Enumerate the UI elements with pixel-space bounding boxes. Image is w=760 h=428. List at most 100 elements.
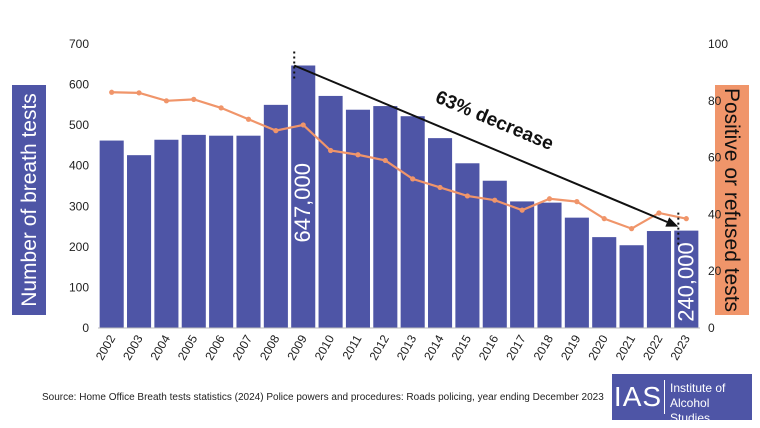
bar-2012 xyxy=(373,106,398,329)
x-tick-label: 2023 xyxy=(667,332,693,362)
right-axis-title: Positive or refused tests xyxy=(720,88,743,312)
chart-svg: Number of breath tests Positive or refus… xyxy=(12,37,749,363)
line-point-2019 xyxy=(574,199,580,205)
left-tick-label: 500 xyxy=(69,118,89,132)
left-tick-label: 600 xyxy=(69,78,89,92)
left-tick-label: 300 xyxy=(69,199,89,213)
x-tick-label: 2014 xyxy=(421,332,447,362)
bar-2009 xyxy=(291,65,316,328)
x-tick-label: 2009 xyxy=(284,332,310,362)
logo-abbreviation: IAS xyxy=(613,381,663,412)
x-tick-label: 2010 xyxy=(312,332,338,362)
x-tick-label: 2019 xyxy=(558,332,584,362)
line-point-2004 xyxy=(163,98,170,104)
bar-2016 xyxy=(482,180,507,328)
right-tick-label: 100 xyxy=(708,37,728,51)
x-tick-label: 2007 xyxy=(230,332,256,362)
x-tick-label: 2006 xyxy=(202,332,228,362)
line-series xyxy=(109,89,689,232)
left-tick-label: 700 xyxy=(69,37,89,51)
x-tick-label: 2011 xyxy=(340,332,365,362)
bar-2017 xyxy=(510,201,535,328)
line-point-2007 xyxy=(245,116,252,122)
line-point-2012 xyxy=(382,157,388,164)
x-tick-label: 2008 xyxy=(257,332,283,362)
right-axis-ticks: 0 20 40 60 80 100 xyxy=(708,37,728,335)
left-axis-title: Number of breath tests xyxy=(18,93,41,307)
line-point-2009 xyxy=(300,122,306,128)
line-point-2008 xyxy=(273,128,279,134)
line-point-2023 xyxy=(683,216,689,222)
bar-2003 xyxy=(127,155,152,328)
line-point-2014 xyxy=(437,184,443,191)
right-tick-label: 20 xyxy=(708,264,722,278)
bar-series xyxy=(99,65,699,329)
line-path xyxy=(111,91,687,230)
x-tick-label: 2018 xyxy=(531,332,557,362)
line-point-2020 xyxy=(601,216,607,222)
left-tick-label: 100 xyxy=(69,280,89,294)
logo-name: Institute of Alcohol Studies xyxy=(670,381,726,425)
right-tick-label: 0 xyxy=(708,321,715,335)
bar-2015 xyxy=(455,163,480,328)
end-value-label: 240,000 xyxy=(673,242,698,322)
bar-2007 xyxy=(236,135,261,328)
bar-2019 xyxy=(564,217,589,328)
left-axis-title-box xyxy=(12,85,46,315)
line-point-2003 xyxy=(136,90,142,96)
x-tick-label: 2013 xyxy=(394,332,420,362)
line-point-2013 xyxy=(410,176,416,182)
bar-2002 xyxy=(99,140,124,328)
line-point-2010 xyxy=(327,147,334,154)
bar-2006 xyxy=(209,135,234,328)
bar-2014 xyxy=(428,138,453,328)
bar-2005 xyxy=(181,134,206,328)
logo-divider xyxy=(664,380,665,414)
bar-2022 xyxy=(646,231,671,328)
line-point-2016 xyxy=(492,197,498,203)
bar-2010 xyxy=(318,95,343,328)
line-point-2005 xyxy=(191,96,197,102)
x-tick-label: 2002 xyxy=(93,332,119,362)
line-point-2002 xyxy=(109,89,115,95)
right-tick-label: 60 xyxy=(708,151,722,165)
x-axis-ticks: 2002 2003 2004 2005 2006 2007 2008 2009 2010 2011… xyxy=(93,332,693,362)
line-point-2006 xyxy=(218,105,224,111)
x-tick-label: 2015 xyxy=(449,332,475,362)
x-tick-label: 2020 xyxy=(585,332,611,362)
line-point-2011 xyxy=(355,152,361,158)
x-tick-label: 2004 xyxy=(148,332,174,362)
start-value-label: 647,000 xyxy=(290,163,315,243)
x-tick-label: 2016 xyxy=(476,332,502,362)
left-tick-label: 200 xyxy=(69,240,89,254)
bar-2023 xyxy=(674,230,699,328)
right-tick-label: 80 xyxy=(708,94,722,108)
right-tick-label: 40 xyxy=(708,207,722,221)
source-note: Source: Home Office Breath tests statist… xyxy=(42,392,604,403)
line-point-2022 xyxy=(656,210,662,216)
x-tick-label: 2021 xyxy=(613,332,639,362)
bar-2008 xyxy=(263,104,288,328)
left-tick-label: 400 xyxy=(69,159,89,173)
left-tick-label: 0 xyxy=(82,321,89,335)
trend-arrowhead xyxy=(665,217,679,227)
line-point-2021 xyxy=(628,226,635,232)
left-axis-ticks: 0 100 200 300 400 500 600 700 xyxy=(69,37,89,335)
bar-2011 xyxy=(345,109,370,329)
bar-2013 xyxy=(400,116,425,329)
right-axis-title-box xyxy=(715,85,749,315)
x-tick-label: 2017 xyxy=(503,332,529,362)
line-point-2018 xyxy=(546,196,553,202)
x-tick-label: 2003 xyxy=(120,332,146,362)
ias-logo: IAS Institute of Alcohol Studies xyxy=(612,374,752,425)
bar-2004 xyxy=(154,139,179,328)
line-point-2017 xyxy=(519,207,525,213)
x-tick-label: 2005 xyxy=(175,332,201,362)
bar-2018 xyxy=(537,202,562,328)
x-tick-label: 2012 xyxy=(366,332,392,362)
trend-arrow xyxy=(293,64,668,223)
bar-2020 xyxy=(592,237,617,328)
x-tick-label: 2022 xyxy=(640,332,666,362)
line-point-2015 xyxy=(464,193,471,199)
